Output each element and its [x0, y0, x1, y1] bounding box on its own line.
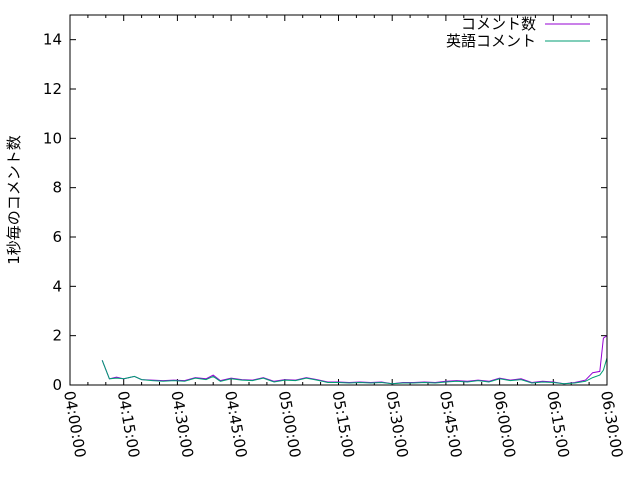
y-tick-label: 10	[43, 129, 62, 147]
x-tick-label: 05:30:00	[382, 390, 411, 459]
y-axis-label: 1秒毎のコメント数	[5, 135, 23, 265]
x-tick-label: 05:45:00	[436, 390, 465, 459]
series-group	[101, 335, 608, 385]
y-tick-label: 14	[43, 31, 62, 49]
legend-label: コメント数	[461, 15, 536, 33]
x-tick-label: 05:15:00	[329, 390, 358, 459]
x-tick-label: 04:15:00	[114, 390, 143, 459]
axes: 0 2 4 6 8 10 12 14 04:00:00 04:15:00 04:30:00 04:45…	[43, 15, 626, 459]
series-line-1	[101, 335, 608, 385]
legend-label: 英語コメント	[446, 32, 536, 50]
y-tick-label: 6	[52, 228, 62, 246]
x-tick-label: 06:30:00	[597, 390, 626, 459]
plot-frame	[69, 14, 608, 386]
y-tick-label: 4	[52, 277, 62, 295]
x-tick-label: 04:00:00	[60, 390, 89, 459]
y-tick-label: 12	[43, 80, 62, 98]
x-tick-label: 06:15:00	[543, 390, 572, 459]
series-line-2	[101, 357, 608, 385]
x-tick-label: 05:00:00	[275, 390, 304, 459]
x-tick-label: 04:45:00	[221, 390, 250, 459]
y-tick-label: 2	[52, 327, 62, 345]
y-tick-label: 8	[52, 179, 62, 197]
y-tick-label: 0	[52, 376, 62, 394]
x-tick-label: 04:30:00	[167, 390, 196, 459]
x-tick-label: 06:00:00	[490, 390, 519, 459]
